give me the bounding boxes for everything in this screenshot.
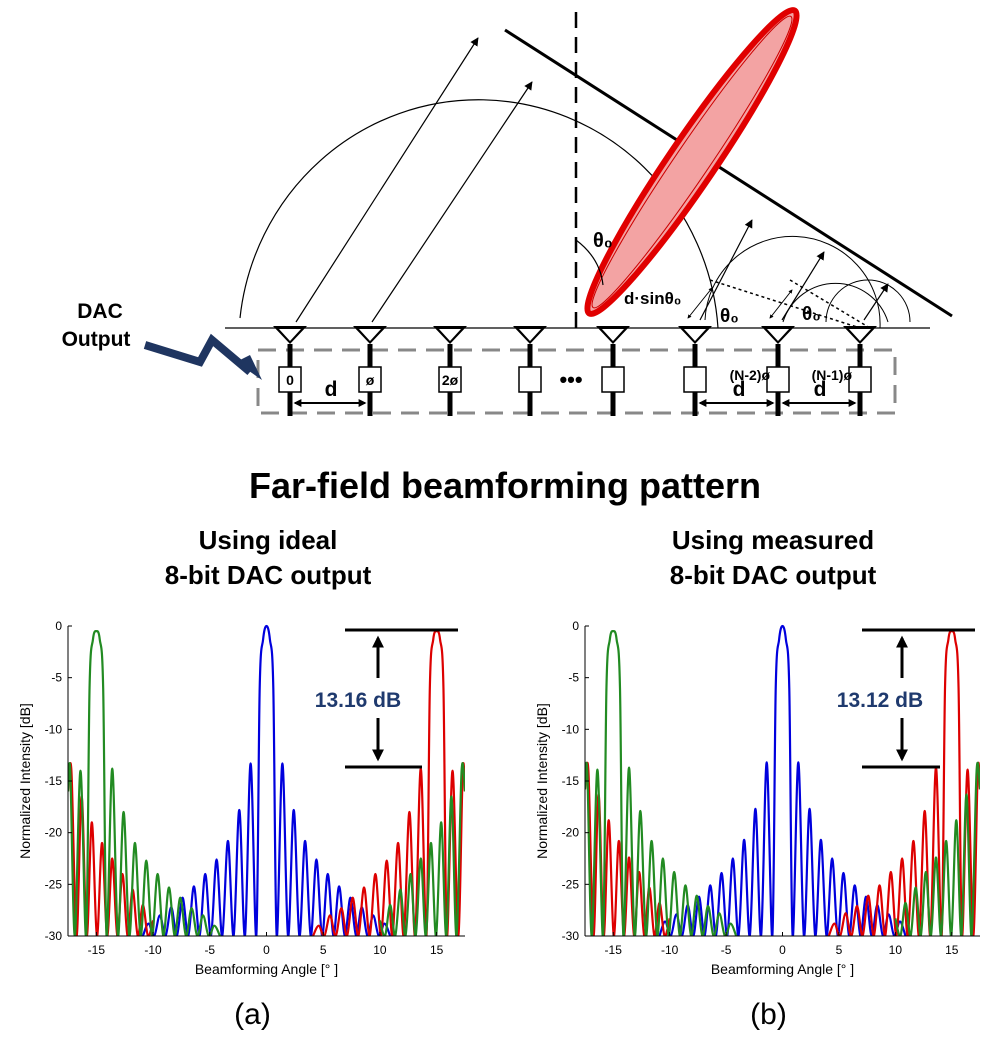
arc [239, 99, 719, 329]
x-tick-label: -5 [721, 943, 732, 957]
ray [699, 219, 753, 321]
annotation: 13.16 dB [315, 689, 401, 712]
x-axis-label: Beamforming Angle [° ] [711, 961, 854, 977]
arc [825, 279, 911, 323]
dac-arrow [143, 333, 253, 376]
phase-box [683, 366, 707, 393]
x-tick-label: 0 [779, 943, 786, 957]
y-tick-label: 0 [55, 619, 62, 633]
beam [584, 7, 800, 317]
x-tick-label: 0 [263, 943, 270, 957]
ray [371, 81, 533, 323]
array-diagram: DAC Output d d d ••• θ₀ θ₀ θ₀ d·sinθ₀ 0 ø… [62, 7, 953, 416]
spacing-label: d [814, 378, 827, 401]
dac-label: DAC [77, 300, 123, 323]
x-tick-label: 10 [373, 943, 387, 957]
phase-label: (N-1)ø [812, 367, 853, 383]
chart-subtitle: Using ideal [199, 525, 338, 555]
plot-area [68, 624, 465, 936]
y-tick-label: 0 [572, 619, 579, 633]
x-tick-label: -15 [88, 943, 106, 957]
dac-arrowhead [236, 355, 262, 380]
antenna [761, 326, 795, 344]
panel-label: (b) [750, 998, 787, 1031]
phase-label: (N-2)ø [730, 367, 771, 383]
panel-label: (a) [234, 998, 271, 1031]
plot-area [585, 624, 980, 936]
ray [863, 283, 889, 321]
y-tick-label: -30 [45, 929, 63, 943]
antenna [843, 326, 877, 344]
x-tick-label: 15 [945, 943, 959, 957]
x-tick-label: -15 [605, 943, 623, 957]
antenna [273, 326, 307, 344]
phase-box [601, 366, 625, 393]
spacing-label: d [325, 378, 338, 401]
ray [295, 37, 479, 323]
x-axis-label: Beamforming Angle [° ] [195, 961, 338, 977]
theta-label: θ₀ [720, 306, 739, 327]
antenna [433, 326, 467, 344]
y-tick-label: -10 [45, 722, 63, 736]
dim [687, 287, 713, 319]
dac-label: Output [62, 328, 131, 351]
figure-title: Far-field beamforming pattern [249, 465, 761, 506]
chart: Using measured 8-bit DAC output -30 -25 -20 -… [534, 525, 980, 1031]
y-tick-label: -15 [45, 774, 63, 788]
chart-subtitle: 8-bit DAC output [670, 560, 877, 590]
y-tick-label: -20 [45, 826, 63, 840]
angle-arc [575, 239, 604, 286]
wavefront [504, 28, 953, 318]
theta-label: θ₀ [802, 304, 821, 325]
y-tick-label: -30 [562, 929, 580, 943]
y-axis-label: Normalized Intensity [dB] [534, 703, 550, 859]
phase-box [766, 366, 790, 393]
y-tick-label: -5 [568, 671, 579, 685]
antenna [678, 326, 712, 344]
x-tick-label: -10 [144, 943, 162, 957]
antenna [353, 326, 387, 344]
phase-label: 2ø [442, 372, 459, 388]
arc [782, 282, 889, 323]
x-tick-label: -5 [204, 943, 215, 957]
y-tick-label: -20 [562, 826, 580, 840]
y-tick-label: -5 [51, 671, 62, 685]
y-tick-label: -15 [562, 774, 580, 788]
series-line [658, 624, 907, 936]
spacing-label: d [733, 378, 746, 401]
phase-box [848, 366, 872, 393]
y-tick-label: -25 [562, 877, 580, 891]
phase-label: 0 [286, 372, 294, 388]
dashed-box [256, 348, 897, 415]
y-tick-label: -10 [562, 722, 580, 736]
x-tick-label: 15 [430, 943, 444, 957]
series-line [141, 624, 392, 936]
y-tick-label: -25 [45, 877, 63, 891]
annotation: 13.12 dB [837, 689, 923, 712]
theta-label: θ₀ [593, 230, 613, 252]
x-tick-label: -10 [661, 943, 679, 957]
ellipsis: ••• [559, 367, 582, 392]
dim [769, 289, 793, 319]
x-tick-label: 5 [320, 943, 327, 957]
dsin-label: d·sinθ₀ [624, 289, 681, 308]
y-axis-label: Normalized Intensity [dB] [17, 703, 33, 859]
chart-subtitle: Using measured [672, 525, 874, 555]
antenna [596, 326, 630, 344]
x-tick-label: 5 [836, 943, 843, 957]
phase-label: ø [366, 372, 375, 388]
chart-subtitle: 8-bit DAC output [165, 560, 372, 590]
antenna [513, 326, 547, 344]
x-tick-label: 10 [889, 943, 903, 957]
chart: Using ideal 8-bit DAC output -30 -25 -20 -15 -… [17, 525, 465, 1031]
phase-box [518, 366, 542, 393]
